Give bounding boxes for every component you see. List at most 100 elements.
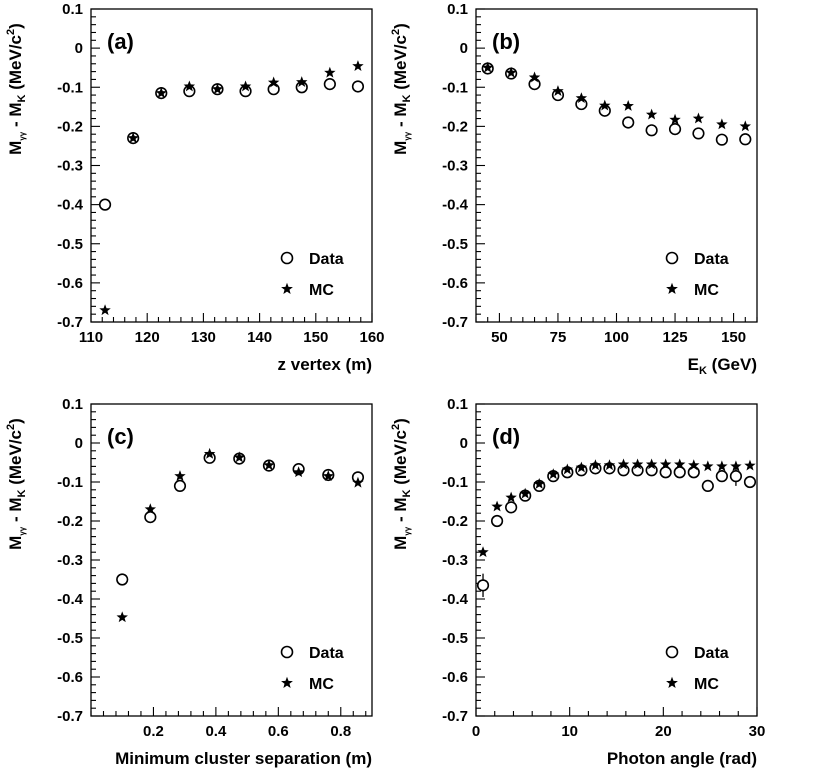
- legend-label-data: Data: [694, 645, 729, 662]
- y-tick-label: -0.2: [442, 118, 468, 135]
- mc-point-star: [352, 476, 364, 488]
- x-tick-label: 140: [247, 329, 272, 346]
- legend-star-marker: [666, 282, 678, 295]
- data-point-circle: [505, 501, 518, 514]
- data-point-circle: [715, 470, 728, 483]
- panel-label: (b): [492, 29, 520, 54]
- mc-point-star: [645, 458, 658, 470]
- mc-point-star: [519, 487, 531, 499]
- mc-point-star: [603, 459, 616, 471]
- mc-point-star: [116, 611, 128, 623]
- mc-point-star: [491, 500, 503, 512]
- mc-point-star: [688, 459, 700, 471]
- y-tick-label: 0: [75, 40, 83, 57]
- x-axis-title: Photon angle (rad): [607, 749, 757, 768]
- y-tick-label: -0.2: [57, 118, 83, 135]
- plot-frame: [90, 8, 373, 323]
- data-point-circle: [668, 123, 682, 136]
- mc-point-star: [622, 100, 634, 111]
- y-tick-label: 0: [460, 435, 468, 452]
- mc-point-star: [716, 118, 728, 130]
- mc-point-star: [533, 477, 545, 489]
- legend-label-mc: MC: [309, 282, 334, 299]
- x-axis-title: Minimum cluster separation (m): [115, 749, 372, 768]
- series-data: [98, 78, 365, 211]
- mc-point-star: [631, 458, 644, 470]
- data-point-circle: [739, 133, 752, 146]
- mc-point-star: [674, 458, 686, 470]
- series-mc: [116, 447, 364, 623]
- data-point-circle: [267, 83, 280, 96]
- data-point-circle: [673, 466, 686, 479]
- legend-label-mc: MC: [694, 676, 719, 693]
- y-tick-label: -0.5: [57, 630, 83, 647]
- legend-label-data: Data: [309, 645, 344, 662]
- y-tick-label: -0.1: [57, 474, 83, 491]
- legend-label-mc: MC: [309, 676, 334, 693]
- mc-point-star: [292, 466, 305, 478]
- panel-label: (d): [492, 424, 520, 449]
- mc-point-star: [575, 461, 588, 473]
- legend-label-data: Data: [694, 251, 729, 268]
- mc-point-star: [477, 546, 489, 558]
- x-tick-label: 50: [491, 329, 508, 346]
- series-mc: [482, 61, 751, 132]
- mc-point-star: [716, 460, 728, 472]
- y-tick-label: 0.1: [62, 396, 83, 413]
- y-tick-label: -0.3: [57, 552, 83, 569]
- x-tick-label: 0.2: [143, 723, 164, 740]
- legend-label-data: Data: [309, 251, 344, 268]
- legend-circle-marker: [665, 251, 679, 265]
- data-point-circle: [729, 470, 743, 483]
- legend-star-marker: [281, 676, 293, 689]
- data-point-circle: [701, 479, 714, 493]
- legend-star-marker: [281, 282, 293, 295]
- mc-point-star: [547, 468, 559, 480]
- y-tick-label: -0.5: [57, 236, 83, 253]
- mc-point-star: [127, 132, 139, 143]
- y-tick-label: -0.7: [57, 708, 83, 725]
- x-tick-label: 150: [721, 329, 746, 346]
- x-tick-label: 0.4: [205, 723, 227, 740]
- x-tick-label: 0.8: [330, 723, 351, 740]
- x-tick-label: 130: [191, 329, 216, 346]
- series-mc: [477, 458, 756, 558]
- y-tick-label: 0.1: [447, 396, 468, 413]
- mc-point-star: [211, 83, 224, 95]
- data-point-circle: [116, 573, 129, 586]
- chart-panel-3: 0.10-0.1-0.2-0.3-0.4-0.5-0.6-0.70 10 20 30(…: [390, 396, 765, 768]
- mc-point-star: [645, 108, 658, 120]
- data-point-circle: [528, 78, 541, 91]
- panel-label: (c): [107, 424, 134, 449]
- mc-point-star: [617, 458, 630, 470]
- mc-point-star: [183, 80, 196, 92]
- data-point-circle: [144, 510, 157, 524]
- mc-point-star: [174, 470, 186, 481]
- y-tick-label: -0.6: [57, 275, 83, 292]
- mc-point-star: [730, 460, 742, 472]
- x-tick-label: 125: [663, 329, 688, 346]
- y-tick-label: 0: [75, 435, 83, 452]
- y-tick-label: -0.5: [442, 630, 468, 647]
- mc-point-star: [482, 61, 494, 73]
- mc-point-star: [744, 459, 756, 471]
- series-mc: [99, 60, 364, 316]
- legend-circle-marker: [280, 251, 294, 265]
- y-tick-label: -0.3: [442, 158, 468, 175]
- y-tick-label: -0.3: [57, 158, 83, 175]
- mc-point-star: [528, 71, 541, 83]
- data-point-circle: [490, 514, 504, 528]
- data-point-circle: [659, 466, 672, 479]
- mc-point-star: [692, 112, 705, 124]
- plot-frame: [475, 8, 758, 323]
- mc-point-star: [233, 451, 246, 463]
- mc-point-star: [669, 113, 681, 125]
- plot-frame: [475, 403, 758, 717]
- mc-point-star: [155, 87, 167, 98]
- chart-panel-2: 0.1 0 -0.1 -0.2 -0.3 -0.4 -0.5 -0.6 -0.7 0.2 0.4 0.…: [5, 396, 373, 768]
- series-data: [476, 462, 757, 598]
- y-tick-label: 0: [460, 40, 468, 57]
- x-tick-label: 100: [604, 329, 629, 346]
